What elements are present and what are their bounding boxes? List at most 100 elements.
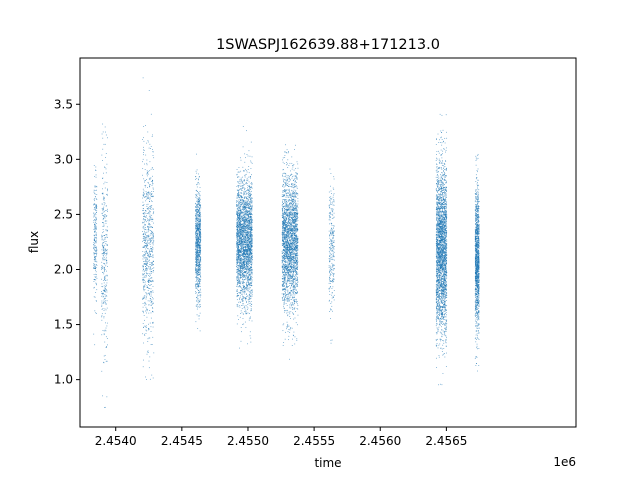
data-point — [287, 297, 289, 299]
data-point — [244, 219, 246, 221]
data-point — [246, 245, 248, 247]
data-point — [243, 260, 245, 262]
data-point — [287, 231, 289, 232]
data-point — [152, 242, 154, 244]
data-point — [244, 230, 246, 231]
data-point — [238, 276, 239, 278]
data-point — [286, 256, 288, 257]
data-point — [104, 267, 105, 268]
data-point — [104, 187, 106, 189]
data-point — [196, 208, 197, 210]
data-point — [250, 234, 252, 236]
data-point — [251, 267, 253, 269]
data-point — [248, 218, 250, 220]
data-point — [236, 299, 238, 301]
data-point — [238, 240, 240, 242]
data-point — [195, 206, 197, 208]
data-point — [142, 265, 144, 267]
data-point — [251, 219, 253, 221]
data-point — [103, 268, 105, 270]
data-point — [196, 236, 198, 238]
data-point — [196, 220, 198, 222]
data-point — [242, 200, 244, 202]
data-point — [151, 219, 153, 220]
data-point — [199, 242, 201, 244]
data-point — [247, 290, 249, 292]
data-point — [93, 281, 95, 282]
data-point — [245, 237, 246, 238]
data-point — [245, 284, 247, 285]
data-point — [153, 211, 155, 213]
data-point — [239, 242, 241, 244]
data-point — [238, 285, 240, 286]
data-point — [104, 341, 106, 343]
data-point — [236, 245, 238, 247]
data-point — [236, 205, 238, 207]
data-point — [238, 216, 240, 218]
data-point — [150, 312, 152, 314]
data-point — [247, 238, 248, 240]
data-point — [148, 207, 150, 209]
data-point — [198, 286, 200, 287]
data-point — [238, 207, 240, 209]
data-point — [104, 214, 106, 216]
data-point — [248, 268, 250, 269]
data-point — [242, 248, 244, 250]
data-point — [147, 235, 149, 237]
data-point — [240, 212, 241, 214]
data-point — [238, 249, 240, 251]
data-point — [196, 239, 198, 240]
data-point — [240, 192, 242, 194]
data-point — [249, 232, 251, 234]
data-point — [106, 254, 108, 255]
data-point — [152, 236, 154, 238]
data-point — [251, 303, 253, 305]
data-point — [147, 248, 149, 250]
data-point — [243, 286, 245, 288]
data-point — [248, 231, 250, 233]
data-point — [93, 189, 95, 191]
data-point — [105, 260, 107, 262]
data-point — [198, 198, 200, 200]
data-point — [238, 233, 240, 235]
data-point — [250, 219, 252, 221]
data-point — [152, 240, 154, 242]
data-point — [102, 303, 104, 304]
data-point — [248, 227, 250, 229]
data-point — [248, 193, 250, 195]
data-point — [198, 284, 200, 286]
data-point — [240, 159, 242, 161]
data-point — [200, 264, 202, 266]
data-point — [246, 245, 248, 247]
data-point — [196, 223, 198, 224]
data-point — [103, 235, 105, 236]
data-point — [146, 251, 147, 252]
data-point — [249, 277, 251, 279]
data-point — [106, 250, 107, 251]
data-point — [243, 274, 245, 275]
data-point — [246, 287, 248, 289]
data-point — [144, 234, 146, 236]
data-point — [286, 164, 287, 166]
data-point — [239, 217, 241, 219]
data-point — [250, 233, 251, 234]
data-point — [195, 255, 197, 257]
data-point — [250, 208, 252, 210]
data-point — [144, 219, 146, 221]
data-point — [243, 225, 245, 227]
data-point — [199, 227, 200, 229]
data-point — [198, 318, 200, 320]
data-point — [144, 256, 146, 258]
data-point — [152, 255, 154, 257]
data-point — [283, 272, 284, 273]
data-point — [245, 205, 246, 207]
data-point — [143, 150, 145, 151]
data-point — [144, 289, 146, 290]
data-point — [236, 280, 238, 282]
data-point — [104, 278, 105, 280]
data-point — [199, 232, 201, 234]
data-point — [236, 266, 237, 267]
data-point — [150, 291, 151, 293]
data-point — [96, 249, 98, 251]
data-point — [199, 233, 201, 235]
